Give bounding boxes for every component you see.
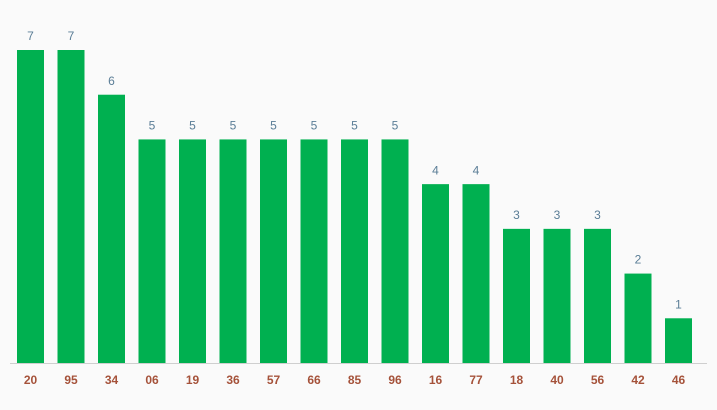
x-tick-label: 34 [105, 373, 119, 387]
x-tick-label: 95 [64, 373, 78, 387]
bar [260, 139, 287, 363]
x-tick-label: 19 [186, 373, 200, 387]
value-label: 3 [513, 208, 520, 222]
value-label: 3 [594, 208, 601, 222]
bar [584, 228, 611, 363]
value-label: 7 [68, 29, 75, 43]
x-tick-label: 18 [510, 373, 524, 387]
x-tick-label: 57 [267, 373, 281, 387]
x-tick-label: 16 [429, 373, 443, 387]
bar [381, 139, 409, 363]
bar [462, 184, 490, 363]
value-label: 5 [311, 119, 318, 133]
value-label: 5 [149, 119, 156, 133]
bar [543, 228, 571, 363]
x-tick-label: 85 [348, 373, 362, 387]
bar [138, 139, 166, 363]
value-label: 5 [230, 119, 237, 133]
bar [17, 50, 44, 363]
x-tick-label: 06 [145, 373, 159, 387]
bar [624, 273, 652, 363]
x-tick-label: 42 [631, 373, 645, 387]
x-tick-label: 46 [672, 373, 686, 387]
bar [665, 318, 692, 363]
value-label: 3 [554, 208, 561, 222]
bar [179, 139, 206, 363]
bar [57, 50, 85, 363]
x-tick-label: 40 [550, 373, 564, 387]
value-label: 4 [432, 163, 439, 177]
value-label: 4 [473, 163, 480, 177]
value-label: 7 [27, 29, 34, 43]
value-label: 5 [351, 119, 358, 133]
bar [422, 184, 449, 363]
x-tick-label: 77 [469, 373, 483, 387]
value-label: 2 [635, 253, 642, 267]
bar [341, 139, 368, 363]
bar [503, 228, 530, 363]
value-label: 6 [108, 74, 115, 88]
value-label: 1 [675, 297, 682, 311]
bar [219, 139, 247, 363]
x-tick-label: 36 [226, 373, 240, 387]
value-label: 5 [189, 119, 196, 133]
bar [300, 139, 328, 363]
value-label: 5 [270, 119, 277, 133]
x-tick-label: 56 [591, 373, 605, 387]
x-tick-label: 66 [307, 373, 321, 387]
value-label: 5 [392, 119, 399, 133]
bar [98, 94, 125, 363]
x-tick-label: 96 [388, 373, 402, 387]
x-tick-label: 20 [24, 373, 38, 387]
